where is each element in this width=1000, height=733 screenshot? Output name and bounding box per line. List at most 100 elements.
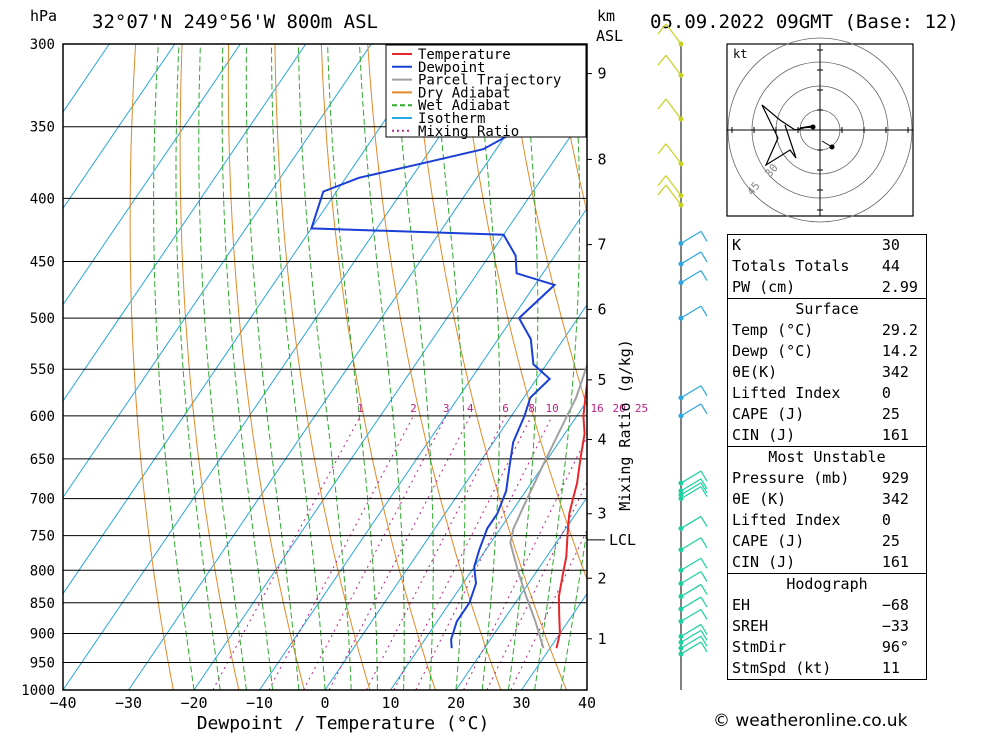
mu-pressure-label: Pressure (mb) bbox=[732, 469, 850, 487]
wet-adiabat-line bbox=[271, 44, 326, 690]
isotherm-line bbox=[324, 303, 587, 690]
dry-adiabat-line bbox=[506, 44, 587, 409]
temperature-tick-label: 10 bbox=[381, 694, 399, 712]
km-label: 3 bbox=[597, 505, 606, 523]
wind-barb-staff bbox=[680, 403, 702, 417]
wind-barb-staff bbox=[680, 557, 702, 571]
mu-cin-value: 161 bbox=[881, 553, 909, 571]
mixing-ratio-label: 10 bbox=[546, 402, 559, 415]
wind-barb-flag bbox=[700, 385, 708, 397]
wind-barb-staff bbox=[665, 23, 682, 45]
temperature-profile bbox=[555, 376, 587, 649]
pressure-label: 450 bbox=[30, 255, 55, 271]
sreh-label: SREH bbox=[732, 617, 769, 635]
dry-adiabat-line bbox=[274, 44, 371, 690]
wind-barb-staff bbox=[680, 608, 702, 622]
datetime-title: 05.09.2022 09GMT (Base: 12) bbox=[650, 11, 959, 33]
wind-barb-flag bbox=[700, 305, 708, 317]
dry-adiabat-line bbox=[367, 44, 502, 690]
wind-barb-staff bbox=[665, 175, 682, 197]
wind-barb-flag bbox=[700, 231, 708, 242]
stmdir-label: StmDir bbox=[732, 638, 787, 656]
pressure-label: 700 bbox=[30, 492, 55, 508]
plot-frame bbox=[62, 43, 588, 691]
wind-barb-flag bbox=[700, 624, 708, 635]
wind-barb-staff bbox=[680, 305, 702, 319]
asl-unit: ASL bbox=[596, 27, 623, 45]
dry-adiabat-line bbox=[179, 44, 240, 690]
wind-barb-flag bbox=[700, 516, 708, 527]
wind-barb-staff bbox=[665, 184, 682, 206]
credit-text[interactable]: © weatheronline.co.uk bbox=[713, 711, 908, 731]
lcl-label: LCL bbox=[609, 531, 636, 549]
wind-barb-flag bbox=[700, 557, 708, 569]
mixing-ratio-line bbox=[486, 481, 587, 690]
pressure-label: 350 bbox=[30, 120, 55, 136]
wind-barb-flag bbox=[700, 270, 708, 281]
km-label: 8 bbox=[597, 150, 606, 168]
wind-barb-flag bbox=[657, 175, 667, 187]
temperature-tick-label: 40 bbox=[578, 694, 596, 712]
wind-barb-staff bbox=[680, 629, 702, 643]
wind-barb-flag bbox=[657, 54, 667, 66]
surface-title: Surface bbox=[727, 298, 927, 320]
tt-label: Totals Totals bbox=[732, 257, 850, 275]
mu-cape-label: CAPE (J) bbox=[732, 532, 805, 550]
temperature-axis-labels: −40 −30 −20 −10 0 10 20 30 40 bbox=[49, 694, 596, 712]
wind-barb-flag bbox=[700, 486, 708, 497]
km-label: 4 bbox=[597, 431, 606, 449]
km-label: 9 bbox=[597, 65, 606, 83]
wind-barb-staff bbox=[680, 583, 702, 597]
mixing-ratio-label: 2 bbox=[410, 402, 417, 415]
wind-barb-staff bbox=[680, 270, 702, 284]
isotherm-line bbox=[63, 44, 241, 306]
isotherm-line bbox=[259, 207, 587, 690]
surface-theta-label: θE(K) bbox=[732, 363, 778, 381]
eh-value: −68 bbox=[881, 596, 909, 614]
wet-adiabat-line bbox=[221, 44, 274, 690]
wet-adiabat-line bbox=[534, 44, 581, 690]
legend-label: Dewpoint bbox=[418, 60, 485, 76]
isotherm-line bbox=[128, 44, 569, 690]
wind-barb-flag bbox=[700, 482, 708, 494]
isotherm-line bbox=[63, 44, 438, 595]
storm-motion-point bbox=[829, 144, 835, 150]
hpa-unit: hPa bbox=[30, 7, 57, 25]
mixing-ratio-label: 16 bbox=[590, 402, 603, 415]
profile-lines bbox=[310, 47, 587, 649]
mixing-ratio-line bbox=[268, 415, 414, 690]
surface-cape-value: 25 bbox=[881, 405, 900, 423]
pressure-label: 850 bbox=[30, 596, 55, 612]
mixing-ratio-line bbox=[303, 415, 447, 690]
surface-dewp-value: 14.2 bbox=[881, 342, 918, 360]
pressure-axis-labels: 300 350 400 450 500 550 600 650 700 750 800 850 900 9… bbox=[21, 37, 55, 699]
wet-adiabat-line bbox=[560, 527, 587, 690]
temperature-tick-label: −40 bbox=[49, 694, 76, 712]
dry-adiabat-line bbox=[971, 44, 1000, 690]
mu-pressure-value: 929 bbox=[881, 469, 909, 487]
mixing-ratio-label: 6 bbox=[502, 402, 509, 415]
pressure-label: 1000 bbox=[21, 683, 55, 699]
wet-adiabat-line bbox=[359, 44, 405, 690]
wind-barb-flag bbox=[657, 184, 667, 196]
hodograph-point bbox=[810, 124, 816, 130]
pressure-label: 900 bbox=[30, 626, 55, 642]
mixing-ratio-label: 1 bbox=[357, 402, 364, 415]
legend-label: Parcel Trajectory bbox=[418, 73, 561, 89]
temperature-tick-label: 20 bbox=[447, 694, 465, 712]
hodograph-trace bbox=[761, 104, 814, 167]
km-label: 7 bbox=[597, 236, 606, 254]
km-label: 1 bbox=[597, 630, 606, 648]
wind-barb-flag bbox=[700, 596, 708, 608]
temperature-tick-label: 0 bbox=[320, 694, 329, 712]
isotherm-line bbox=[455, 496, 587, 690]
wind-barb-staff bbox=[680, 623, 702, 637]
dry-adiabat-line bbox=[320, 44, 436, 690]
pressure-label: 600 bbox=[30, 409, 55, 425]
mu-li-label: Lifted Index bbox=[732, 511, 841, 529]
wind-barb-staff bbox=[680, 251, 702, 265]
wind-barb-staff bbox=[680, 478, 702, 492]
